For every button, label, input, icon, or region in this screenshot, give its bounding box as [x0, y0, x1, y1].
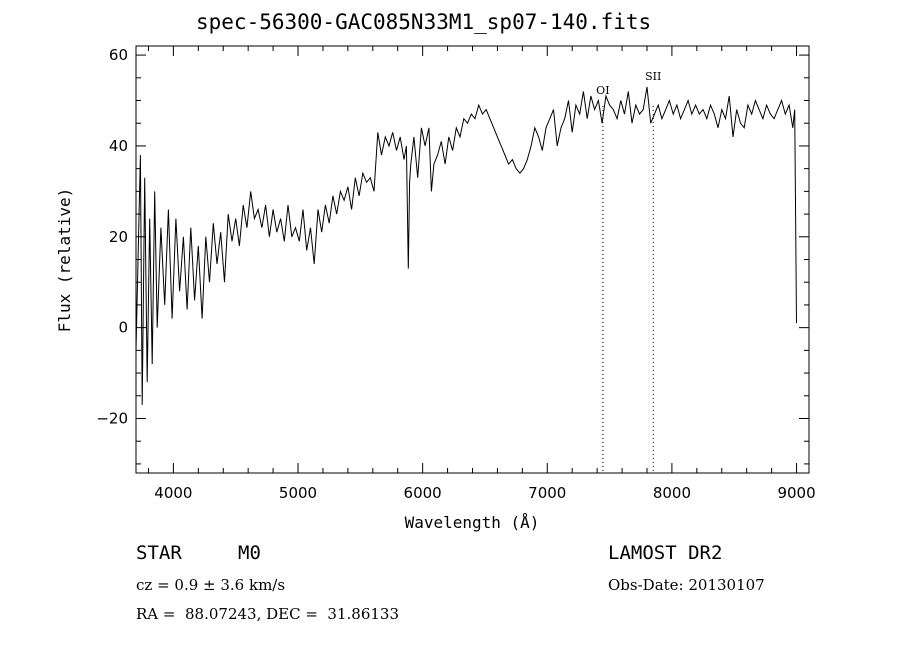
chart-title: spec-56300-GAC085N33M1_sp07-140.fits	[196, 10, 652, 34]
spectrum-line	[135, 86, 797, 405]
x-tick-label: 5000	[279, 484, 317, 502]
y-tick-label: 20	[109, 228, 128, 246]
line-marker-label: SII	[645, 70, 661, 83]
x-tick-label: 8000	[653, 484, 691, 502]
y-tick-label: 40	[109, 137, 128, 155]
x-tick-label: 9000	[777, 484, 815, 502]
x-tick-label: 6000	[404, 484, 442, 502]
x-axis-label: Wavelength (Å)	[405, 513, 540, 532]
plot-frame	[135, 45, 810, 474]
y-tick-label: −20	[96, 409, 128, 427]
y-tick-label: 60	[109, 46, 128, 64]
x-tick-label: 7000	[528, 484, 566, 502]
data-release: LAMOST DR2	[608, 542, 723, 564]
observation-date: Obs-Date: 20130107	[608, 576, 765, 594]
coordinates-text: RA = 88.07243, DEC = 31.86133	[136, 605, 400, 623]
x-tick-label: 4000	[154, 484, 192, 502]
line-marker-label: OI	[596, 84, 609, 97]
object-subclass: M0	[238, 542, 261, 564]
y-axis-label: Flux (relative)	[55, 188, 74, 333]
object-type: STAR	[136, 542, 182, 564]
line-markers: OI SII	[596, 70, 661, 473]
redshift-text: cz = 0.9 ± 3.6 km/s	[136, 576, 286, 594]
y-tick-label: 0	[118, 319, 128, 337]
axis-ticks: 4000 5000 6000 7000 8000 9000 −20 0 20 40 60	[96, 46, 816, 502]
